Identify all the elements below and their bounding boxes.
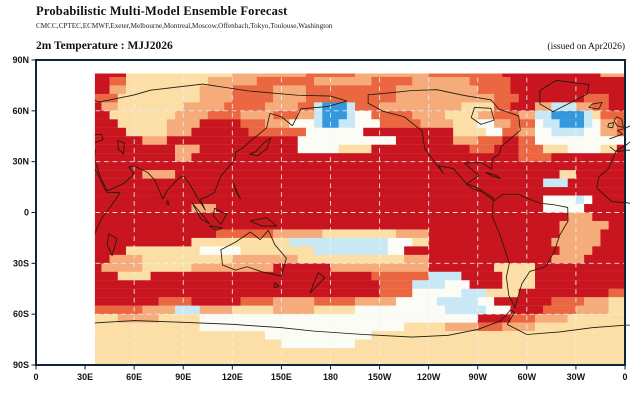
svg-text:150E: 150E [271, 372, 292, 382]
svg-text:90W: 90W [468, 372, 487, 382]
svg-text:120E: 120E [222, 372, 243, 382]
svg-text:0: 0 [24, 208, 29, 218]
svg-text:0: 0 [622, 372, 627, 382]
issued-date-label: (issued on Apr2026) [547, 42, 625, 52]
model-list-subtitle: CMCC,CPTEC,ECMWF,Exeter,Melbourne,Montre… [36, 22, 333, 30]
world-temperature-probability-map: 0 30E 60E 90E 120E 150E 180 150W 120W 90W 60W 30W 09… [12, 55, 630, 382]
svg-text:90S: 90S [13, 360, 29, 370]
svg-text:30W: 30W [567, 372, 586, 382]
svg-text:120W: 120W [417, 372, 441, 382]
svg-text:60S: 60S [13, 309, 29, 319]
svg-text:90N: 90N [12, 55, 29, 65]
variable-season-label: 2m Temperature : MJJ2026 [36, 40, 173, 52]
svg-text:0: 0 [33, 372, 38, 382]
svg-text:60N: 60N [12, 106, 29, 116]
svg-text:30E: 30E [77, 372, 93, 382]
svg-text:90E: 90E [175, 372, 191, 382]
svg-text:60E: 60E [126, 372, 142, 382]
svg-text:150W: 150W [368, 372, 392, 382]
svg-text:60W: 60W [518, 372, 537, 382]
svg-text:30S: 30S [13, 258, 29, 268]
svg-text:180: 180 [323, 372, 338, 382]
svg-text:30N: 30N [12, 157, 29, 167]
figure-title: Probabilistic Multi-Model Ensemble Forec… [36, 4, 288, 18]
